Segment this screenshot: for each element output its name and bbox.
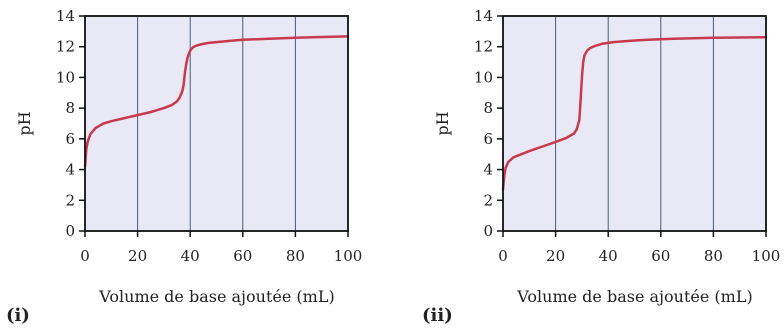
y-tick-label-8-ii: 8 <box>483 99 493 117</box>
y-tick-label-8-i: 8 <box>65 99 75 117</box>
y-tick-label-2-ii: 2 <box>483 191 493 209</box>
x-tick-label-20-i: 20 <box>128 247 147 265</box>
x-tick-label-60-ii: 60 <box>651 247 670 265</box>
x-tick-label-40-i: 40 <box>181 247 200 265</box>
x-tick-label-80-ii: 80 <box>704 247 723 265</box>
grid-lines-ii <box>555 16 714 231</box>
y-tick-label-12-ii: 12 <box>474 38 493 56</box>
plot-frame-ii <box>502 15 767 232</box>
y-tick-label-4-i: 4 <box>65 161 75 179</box>
plot-area-ii <box>503 16 766 231</box>
y-tick-label-10-i: 10 <box>56 68 75 86</box>
y-tick-label-14-ii: 14 <box>474 7 493 25</box>
x-axis-title-ii: Volume de base ajoutée (mL) <box>516 287 752 306</box>
y-tick-label-4-ii: 4 <box>483 161 493 179</box>
titration-curve-ii <box>501 35 768 191</box>
y-tick-label-2-i: 2 <box>65 191 75 209</box>
ticks-i: 0 2 4 6 8 10 12 14 0 20 40 60 80 100 <box>56 7 362 265</box>
y-tick-label-6-i: 6 <box>65 130 75 148</box>
ticks-ii: 0 2 4 6 8 10 12 14 0 20 40 60 80 100 <box>474 7 780 265</box>
plot-area-i <box>85 16 348 231</box>
x-tick-label-100-i: 100 <box>334 247 363 265</box>
x-tick-label-100-ii: 100 <box>752 247 781 265</box>
y-tick-label-12-i: 12 <box>56 38 75 56</box>
y-tick-label-0-i: 0 <box>65 222 75 240</box>
x-tick-label-40-ii: 40 <box>599 247 618 265</box>
y-axis-title-ii: pH <box>433 111 452 135</box>
panel-i: 0 2 4 6 8 10 12 14 0 20 40 60 80 100 pH Volume de bas… <box>6 7 362 326</box>
x-axis-title-i: Volume de base ajoutée (mL) <box>98 287 334 306</box>
y-tick-label-0-ii: 0 <box>483 222 493 240</box>
y-tick-label-6-ii: 6 <box>483 130 493 148</box>
panel-label-i: (i) <box>6 305 30 326</box>
panel-label-ii: (ii) <box>422 305 453 326</box>
panel-ii: 0 2 4 6 8 10 12 14 0 20 40 60 80 100 pH Volume de bas… <box>422 7 780 326</box>
y-tick-label-10-ii: 10 <box>474 68 493 86</box>
x-tick-label-60-i: 60 <box>233 247 252 265</box>
titration-curve-i <box>83 35 350 168</box>
x-tick-label-0-i: 0 <box>80 247 90 265</box>
x-tick-label-0-ii: 0 <box>498 247 508 265</box>
y-tick-label-14-i: 14 <box>56 7 75 25</box>
plot-frame-i <box>84 15 349 232</box>
y-axis-title-i: pH <box>15 111 34 135</box>
x-tick-label-80-i: 80 <box>286 247 305 265</box>
x-tick-label-20-ii: 20 <box>546 247 565 265</box>
